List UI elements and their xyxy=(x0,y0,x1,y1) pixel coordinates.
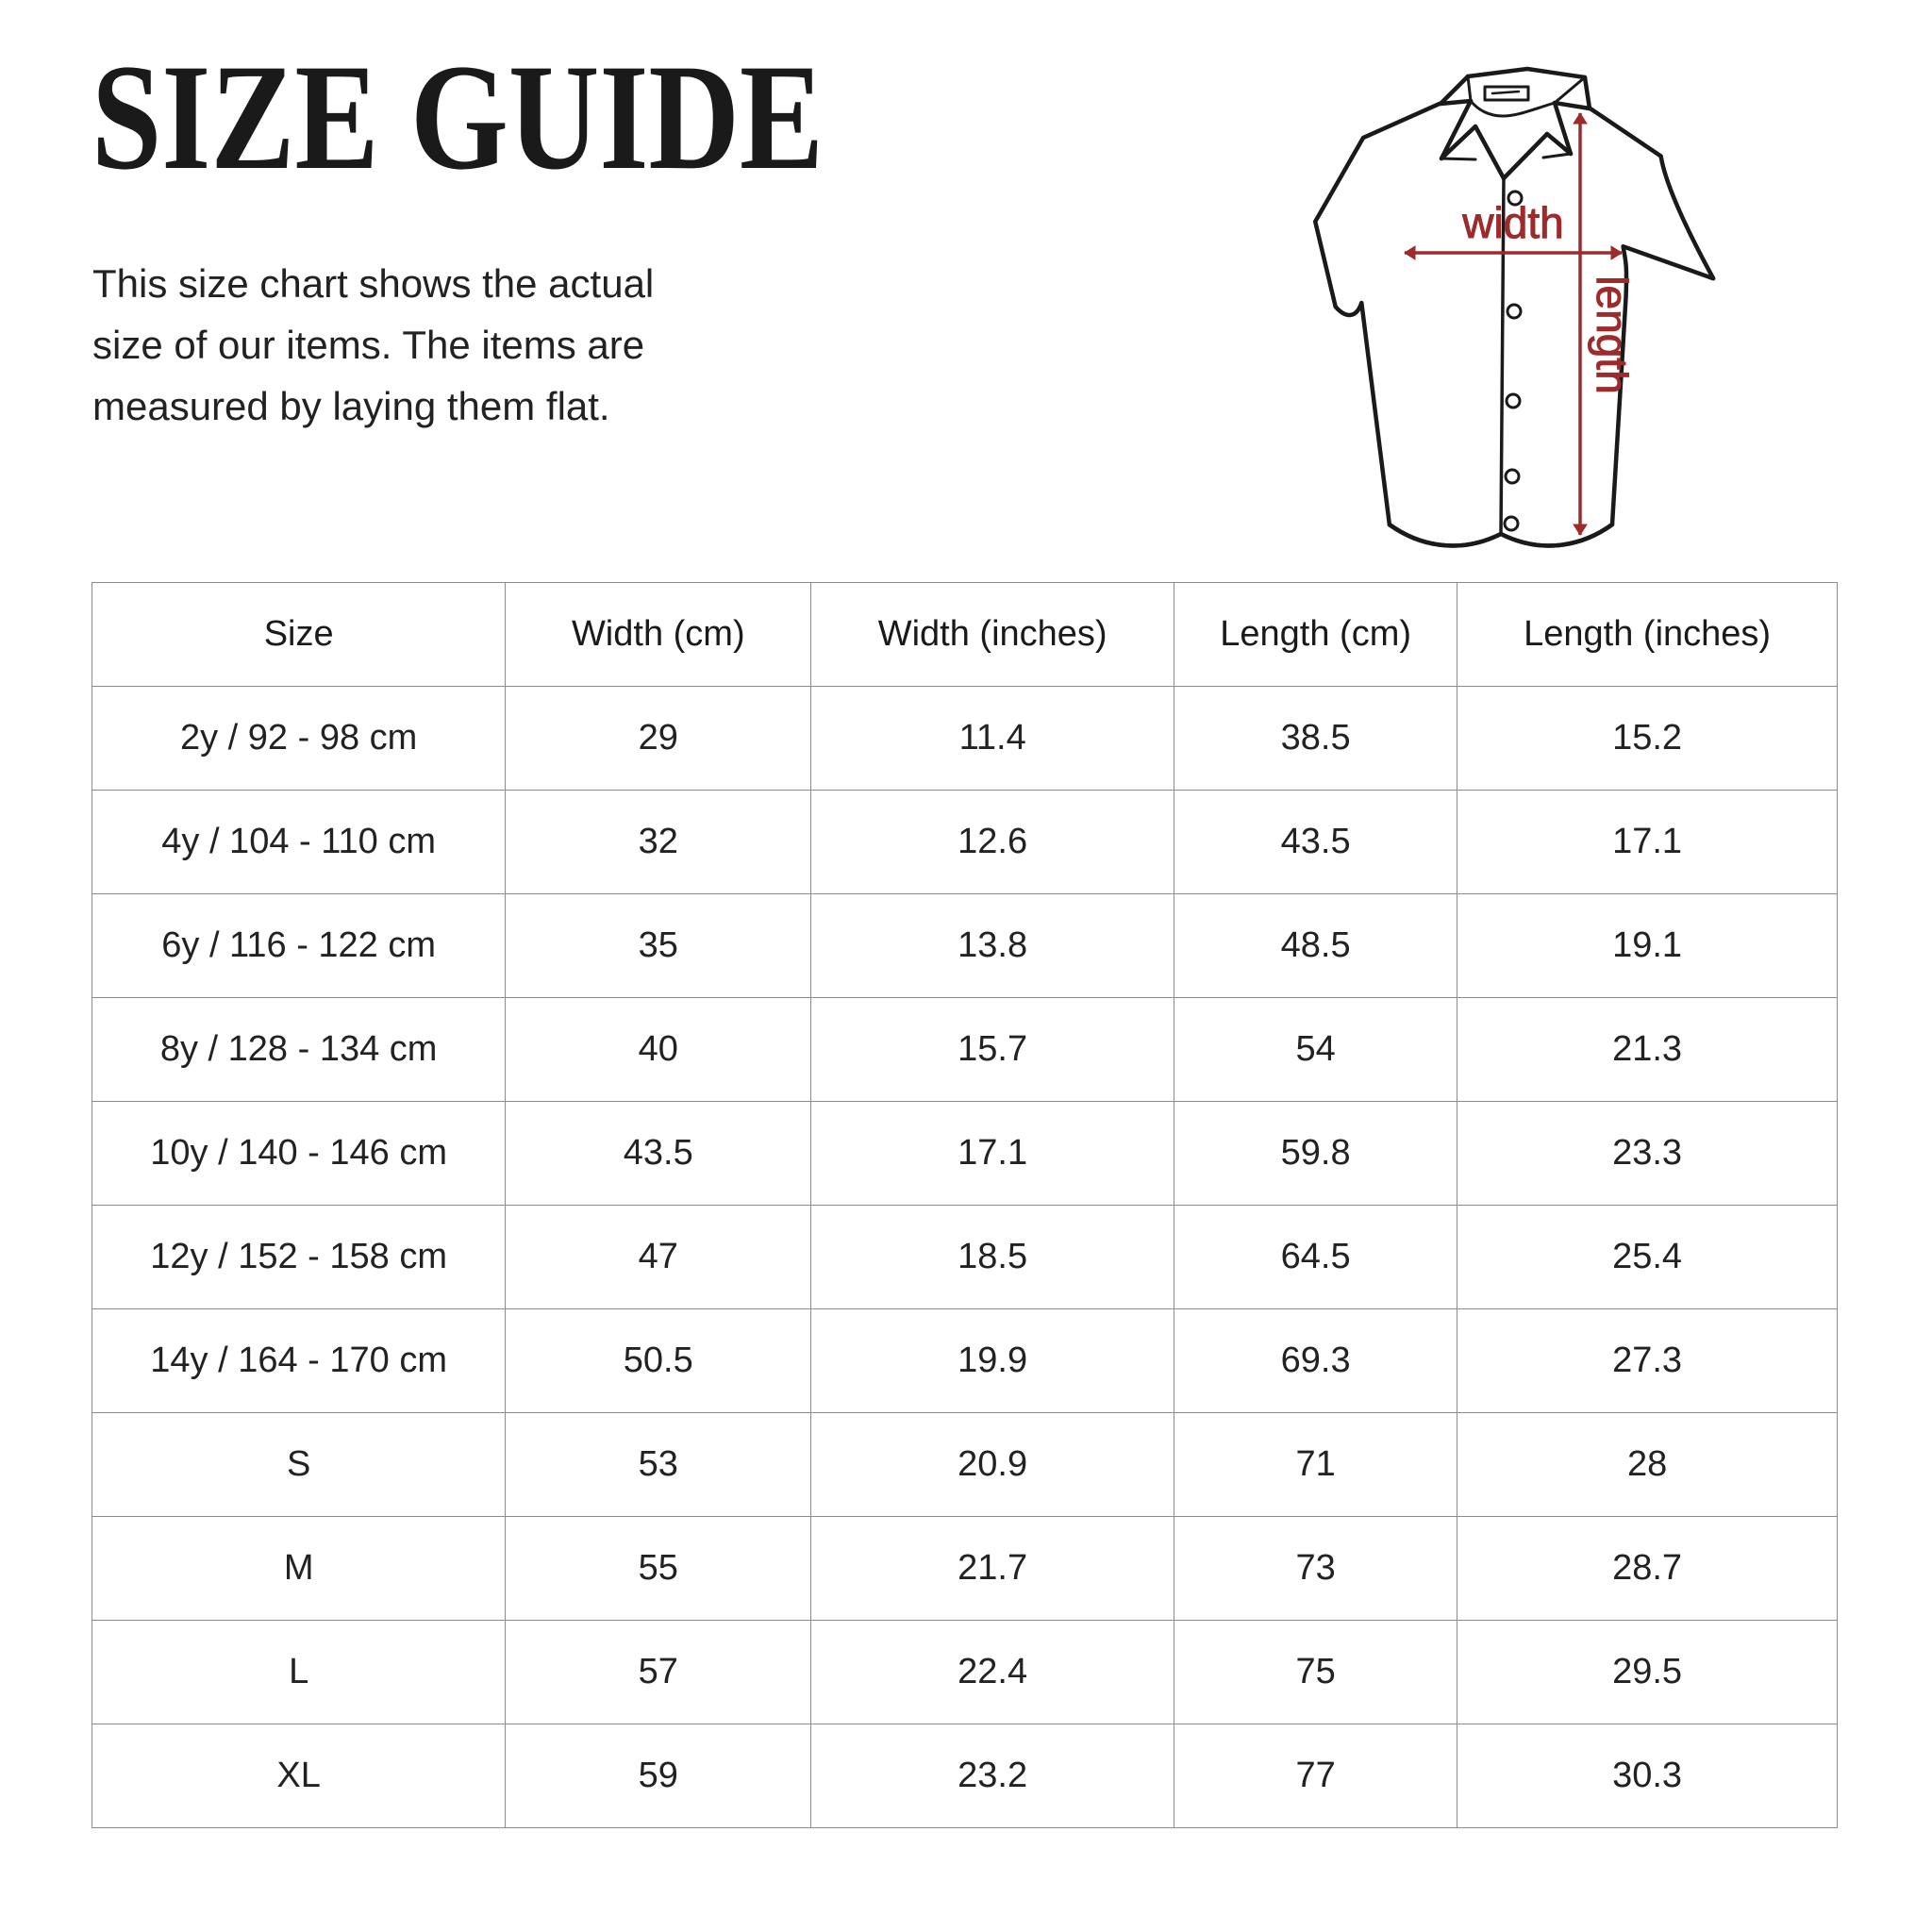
svg-text:width: width xyxy=(1461,198,1563,247)
svg-text:length: length xyxy=(1588,275,1637,393)
